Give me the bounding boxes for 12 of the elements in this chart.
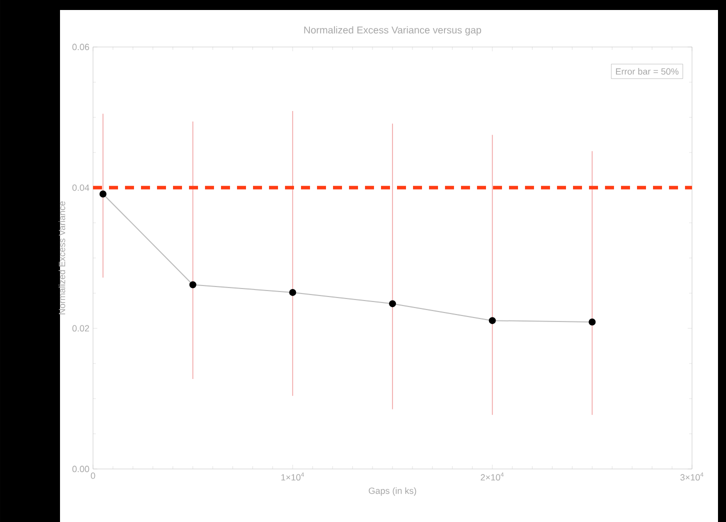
x-axis-title: Gaps (in ks) xyxy=(368,487,416,496)
y-tick-label: 0.06 xyxy=(72,44,90,50)
y-tick-label: 0.04 xyxy=(72,184,90,191)
x-tick-label: 2×10$^{4}$ xyxy=(480,472,504,481)
chart-title: Normalized Excess Variance versus gap xyxy=(304,26,482,36)
y-axis-title: Normalized Excess Variance xyxy=(58,201,66,314)
annotation: Error bar = 50% xyxy=(616,68,678,75)
x-tick-label: 3×10$^{4}$ xyxy=(680,472,704,481)
y-tick-label: 0.00 xyxy=(72,466,90,472)
x-tick-label: 1×10$^{4}$ xyxy=(281,472,304,481)
y-tick-label: 0.02 xyxy=(72,325,90,332)
x-tick-label: 0 xyxy=(90,472,96,479)
